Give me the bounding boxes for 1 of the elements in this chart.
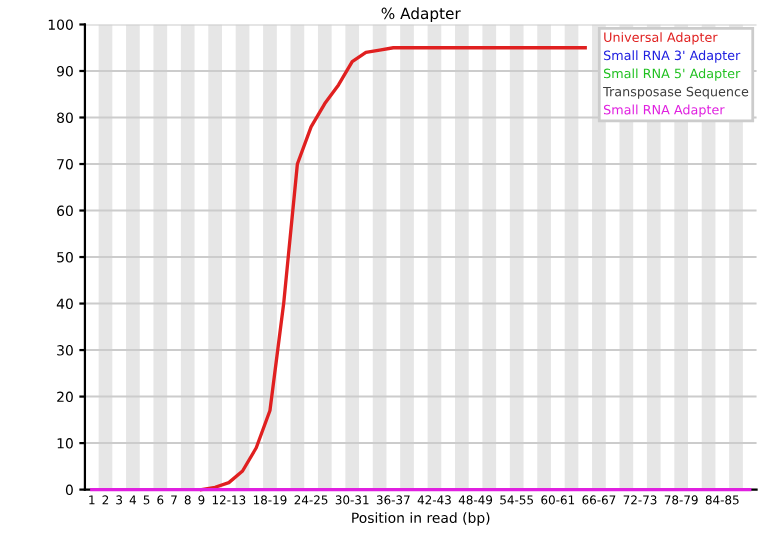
line-series	[199, 46, 587, 492]
